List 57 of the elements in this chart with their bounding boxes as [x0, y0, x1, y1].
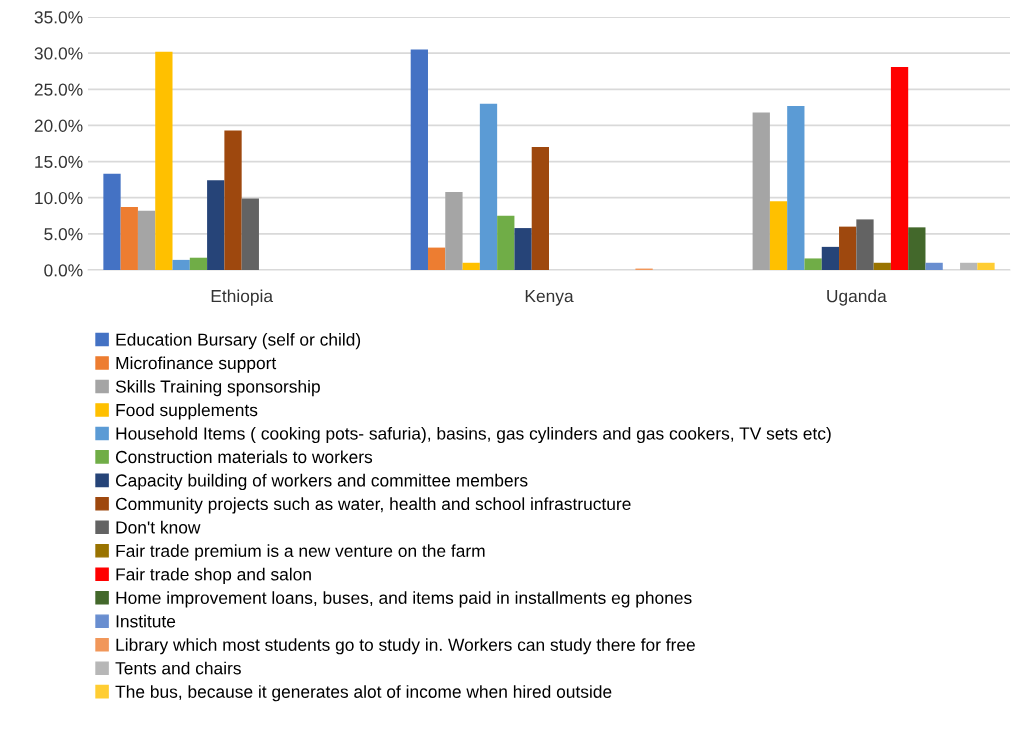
bar	[155, 51, 173, 270]
bar	[787, 105, 805, 270]
bar	[479, 103, 498, 270]
y-tick-label: 10.0%	[35, 191, 83, 205]
legend-label: The bus, because it generates alot of income when hired outside	[115, 685, 612, 702]
y-tick-label: 5.0%	[44, 228, 83, 241]
bar	[410, 49, 428, 270]
y-tick-label: 15.0%	[35, 155, 83, 169]
bar	[207, 180, 225, 270]
bar	[960, 262, 978, 270]
bar	[172, 259, 190, 270]
bar	[137, 210, 156, 270]
legend-label: Home improvement loans, buses, and items paid in installments eg phones	[116, 591, 692, 608]
legend-label: Education Bursary (self or child)	[116, 333, 361, 350]
x-tick-label: Kenya	[525, 290, 574, 306]
bar	[977, 262, 995, 270]
bar	[873, 262, 891, 270]
bar	[103, 173, 121, 270]
bar	[890, 66, 909, 270]
bar	[497, 215, 515, 270]
legend-label: Skills Training sponsorship	[115, 379, 320, 397]
bar	[839, 226, 857, 270]
bar	[514, 228, 532, 270]
bar	[189, 257, 208, 270]
x-tick-label: Ethiopia	[211, 289, 274, 306]
legend-label: Community projects such as water, health and school infrastructure	[115, 497, 631, 514]
legend-label: Fair trade shop and salon	[116, 567, 311, 584]
bar	[531, 147, 549, 270]
legend-label: Household Items ( cooking pots- safuria), basins, gas cylinders and gas cookers, TV sets etc)	[116, 426, 831, 444]
bar	[856, 219, 874, 270]
y-tick-label: 0.0%	[44, 264, 83, 277]
legend-label: Construction materials to workers	[115, 450, 373, 464]
bar	[462, 262, 480, 270]
y-tick-label: 30.0%	[34, 47, 83, 60]
bar	[120, 207, 138, 270]
bar	[241, 198, 259, 270]
bar	[908, 227, 926, 270]
legend-label: Institute	[116, 614, 176, 628]
x-tick-label: Uganda	[827, 289, 887, 306]
bar	[752, 112, 770, 270]
legend-label: Library which most students go to study in. Workers can study there for free	[116, 638, 695, 655]
legend-label: Food supplements	[116, 403, 258, 420]
y-tick-label: 25.0%	[34, 83, 83, 96]
y-tick-label: 20.0%	[34, 119, 83, 132]
bar	[445, 191, 463, 270]
bar	[925, 262, 943, 270]
legend-label: Capacity building of workers and committee members	[115, 473, 528, 491]
bar	[769, 201, 788, 270]
bar	[821, 246, 840, 270]
legend-label: Fair trade premium is a new venture on the farm	[116, 544, 485, 561]
legend-label: Microfinance support	[116, 356, 277, 373]
bar	[427, 247, 446, 270]
y-tick-label: 35.0%	[34, 11, 83, 24]
legend-label: Tents and chairs	[115, 661, 241, 675]
bar	[224, 130, 242, 270]
legend-label: Don't know	[116, 520, 201, 534]
bar	[804, 258, 822, 270]
